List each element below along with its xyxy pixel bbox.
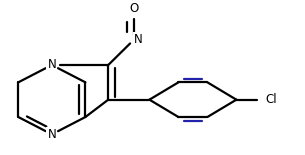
Text: N: N — [48, 58, 56, 71]
Text: O: O — [130, 2, 139, 15]
Text: Cl: Cl — [265, 93, 277, 106]
Text: N: N — [134, 33, 143, 46]
Text: N: N — [48, 128, 56, 141]
